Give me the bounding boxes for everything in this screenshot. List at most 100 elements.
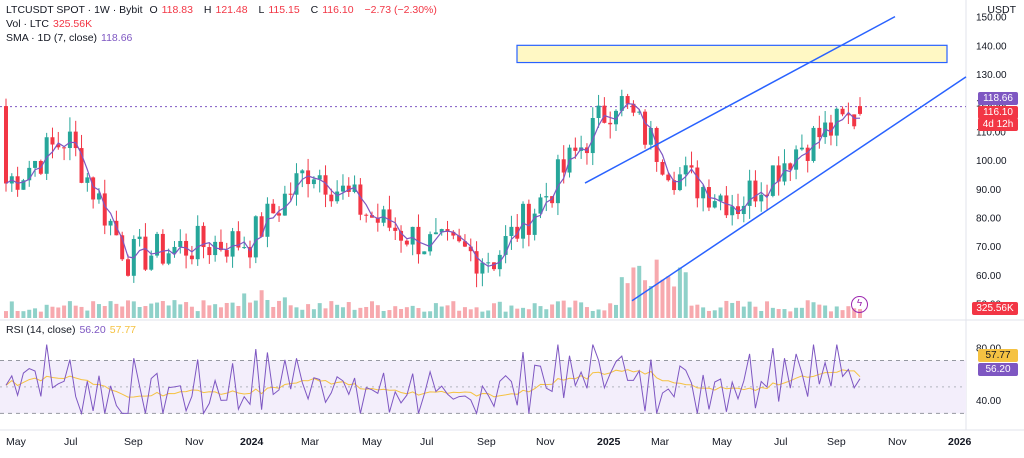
candle-body — [683, 165, 688, 175]
volume-bar — [492, 303, 496, 318]
volume-bar — [364, 306, 369, 318]
candle-body — [50, 137, 55, 145]
currency-label[interactable]: USDT — [987, 4, 1016, 16]
volume-bar — [741, 306, 746, 318]
volume-bar — [625, 283, 630, 318]
time-axis-label: Nov — [185, 436, 204, 448]
volume-bar — [724, 300, 729, 318]
volume-tag: 325.56K — [972, 302, 1018, 315]
volume-bar — [462, 307, 467, 318]
time-axis-label: 2026 — [948, 436, 972, 448]
close-price-tag: 116.10 — [978, 106, 1018, 119]
volume-bar — [137, 307, 142, 318]
volume-bar — [370, 301, 374, 318]
volume-bar — [346, 302, 351, 318]
candle-body — [387, 209, 392, 228]
candle-body — [207, 247, 212, 256]
volume-bar — [340, 307, 345, 318]
candle-body — [329, 194, 334, 202]
volume-bar — [422, 311, 427, 318]
candle-body — [96, 193, 101, 200]
volume-bar — [143, 306, 148, 318]
lightning-icon[interactable]: ϟ — [851, 296, 868, 313]
candle-body — [160, 233, 165, 264]
candle-body — [218, 241, 223, 251]
volume-bar — [660, 279, 665, 318]
volume-bar — [253, 300, 258, 318]
volume-bar — [788, 311, 793, 318]
candle-body — [741, 205, 746, 215]
volume-bar — [131, 301, 136, 318]
open-value: 118.83 — [161, 4, 193, 16]
candle-body — [33, 160, 38, 168]
sma-legend[interactable]: SMA · 1D (7, close) 118.66 — [6, 32, 133, 44]
volume-bar — [67, 301, 72, 318]
volume-bar — [317, 303, 322, 318]
volume-bar — [515, 308, 520, 318]
candle-body — [428, 234, 433, 252]
candle-body — [811, 127, 816, 161]
low-value: 115.15 — [268, 4, 300, 16]
volume-bar — [306, 304, 311, 318]
volume-bar — [91, 301, 96, 318]
candle-body — [776, 165, 781, 182]
volume-bar — [497, 301, 502, 318]
volume-bars — [4, 259, 862, 318]
volume-legend[interactable]: Vol · LTC 325.56K — [6, 18, 93, 30]
candle-body — [340, 185, 345, 192]
volume-bar — [858, 309, 862, 318]
time-axis-label: Mar — [651, 436, 670, 448]
volume-bar — [236, 305, 241, 318]
volume-bar — [823, 305, 828, 318]
time-axis-label: May — [712, 436, 733, 448]
candle-body — [759, 194, 764, 202]
rsi-legend[interactable]: RSI (14, close) 56.20 57.77 — [6, 324, 137, 336]
volume-bar — [753, 306, 758, 318]
candle-body — [666, 174, 671, 181]
candle-body — [782, 163, 787, 182]
volume-bar — [509, 305, 514, 318]
volume-bar — [358, 307, 363, 318]
candle-body — [259, 216, 264, 237]
volume-bar — [439, 306, 444, 318]
candle-body — [195, 225, 200, 260]
candle-body — [73, 131, 78, 149]
candle-body — [770, 165, 775, 196]
ohlc-legend: LTCUSDT SPOT · 1W · Bybit O 118.83 H 121.4… — [6, 4, 437, 16]
volume-bar — [259, 290, 264, 318]
candle-body — [532, 213, 537, 235]
volume-bar — [561, 300, 566, 318]
volume-bar — [445, 305, 450, 318]
candle-body — [468, 246, 473, 252]
volume-bar — [782, 309, 787, 318]
volume-bar — [701, 307, 706, 318]
candle-body — [561, 159, 566, 173]
candle-body — [404, 240, 409, 245]
price-tick-label: 100.00 — [976, 156, 1007, 167]
volume-bar — [573, 300, 578, 318]
candle-body — [794, 149, 799, 170]
candle-body — [311, 179, 316, 185]
candle-body — [236, 231, 241, 248]
candle-body — [56, 144, 61, 148]
volume-bar — [311, 309, 316, 318]
volume-bar — [300, 309, 305, 318]
volume-bar — [265, 299, 270, 318]
candle-body — [602, 105, 607, 123]
volume-bar — [375, 305, 380, 318]
close-value: 116.10 — [322, 4, 354, 16]
candle-body — [828, 122, 833, 136]
candle-body — [27, 167, 32, 181]
candle-body — [224, 250, 229, 257]
volume-bar — [172, 300, 177, 318]
candle-body — [672, 180, 677, 191]
rsi-ma-value: 57.77 — [109, 324, 137, 336]
symbol-label[interactable]: LTCUSDT SPOT · 1W · Bybit — [6, 4, 143, 16]
time-axis-label: Sep — [124, 436, 143, 448]
volume-bar — [126, 300, 130, 318]
price-tick-label: 80.00 — [976, 214, 1001, 225]
volume-bar — [184, 302, 189, 318]
candle-body — [137, 236, 142, 239]
